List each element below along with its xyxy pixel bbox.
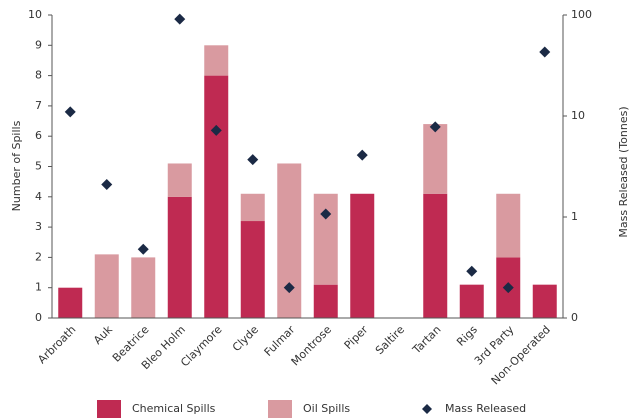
y-tick-label: 8 [35,69,42,82]
legend-swatch [97,400,121,418]
x-tick-label: Arbroath [35,323,78,366]
legend-swatch [268,400,292,418]
y-tick-label: 2 [35,250,42,263]
bar-segment [532,284,557,318]
legend-label: Oil Spills [303,402,350,415]
marker [210,124,222,136]
x-tick-label: Rigs [454,323,480,349]
y-axis-title: Number of Spills [10,120,23,211]
y-tick-label: 0 [35,311,42,324]
bar-segment [204,45,229,76]
bar-segment [277,163,302,318]
x-tick-label: Piper [342,323,371,352]
bar-segment [423,193,448,318]
y2-tick-label: 1 [571,210,578,223]
marker [320,208,332,220]
marker [137,243,149,255]
marker [539,46,551,58]
marker [174,13,186,25]
bar-segment [131,257,156,318]
bar-segment [204,75,229,318]
y2-axis-title: Mass Released (Tonnes) [617,106,630,237]
legend-label: Mass Released [445,402,526,415]
y2-tick-label: 100 [571,8,592,21]
bar-segment [58,287,83,318]
bar-segment [313,284,338,318]
bar-segment [167,163,192,197]
y-tick-label: 6 [35,129,42,142]
marker [356,149,368,161]
y-tick-label: 4 [35,190,42,203]
bar-segment [167,196,192,318]
legend-label: Chemical Spills [132,402,216,415]
bar-segment [240,193,265,222]
y-tick-label: 10 [28,8,42,21]
y-tick-label: 3 [35,220,42,233]
legend-marker [422,404,432,414]
marker [283,282,295,294]
y-tick-label: 5 [35,160,42,173]
bar-segment [350,193,375,318]
marker [64,106,76,118]
marker [502,282,514,294]
bar-segment [459,284,484,318]
marker [247,154,259,166]
bar-segment [496,193,521,258]
y-tick-label: 7 [35,99,42,112]
marker [429,121,441,133]
bar-segment [94,254,119,318]
bar-segment [313,193,338,285]
x-tick-label: Tartan [409,323,443,357]
bar-segment [240,221,265,318]
y-tick-label: 1 [35,281,42,294]
y2-tick-label: 10 [571,109,585,122]
marker [101,178,113,190]
x-tick-label: Clyde [230,323,261,354]
x-tick-label: Auk [91,323,115,347]
x-tick-label: Fulmar [262,323,298,359]
marker [466,265,478,277]
y-tick-label: 9 [35,38,42,51]
x-tick-label: Saltire [373,323,407,357]
bar-segment [423,124,448,194]
x-tick-label: Montrose [289,323,334,368]
y2-tick-label: 0 [571,311,578,324]
